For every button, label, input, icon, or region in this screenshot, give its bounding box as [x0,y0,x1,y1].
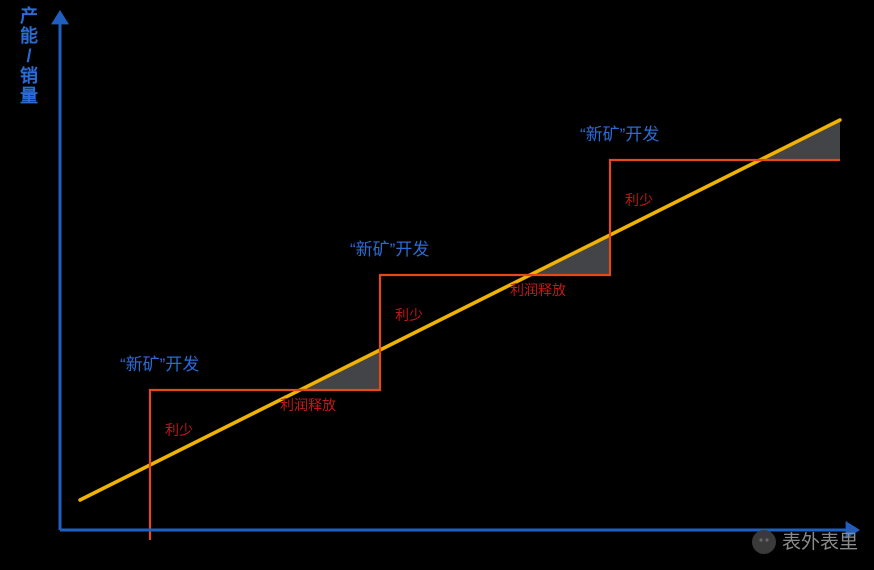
watermark: 表外表里 [752,530,858,554]
wechat-icon [752,530,776,554]
label-low-profit-0: 利少 [165,422,193,438]
y-axis-label-char-2: / [26,46,31,66]
y-axis-arrow [51,10,69,24]
y-axis-label-char-3: 销 [20,65,38,86]
label-new-mine-0: “新矿”开发 [120,355,199,374]
label-new-mine-2: “新矿”开发 [580,125,659,144]
wechat-icon-dot [759,538,762,541]
label-low-profit-1: 利少 [395,307,423,323]
label-low-profit-2: 利少 [625,192,653,208]
label-new-mine-1: “新矿”开发 [350,240,429,259]
axes: 产能/销量 [20,5,860,539]
capacity-step-line [150,160,840,540]
y-axis-label-char-1: 能 [20,25,38,46]
label-profit-release-1: 利润释放 [510,282,566,298]
y-axis-label-char-0: 产 [20,5,38,26]
label-profit-release-0: 利润释放 [280,397,336,413]
sales-line [80,120,840,500]
wechat-icon-dot [765,538,768,541]
watermark-text: 表外表里 [782,531,858,553]
y-axis-label-char-4: 量 [20,85,38,106]
